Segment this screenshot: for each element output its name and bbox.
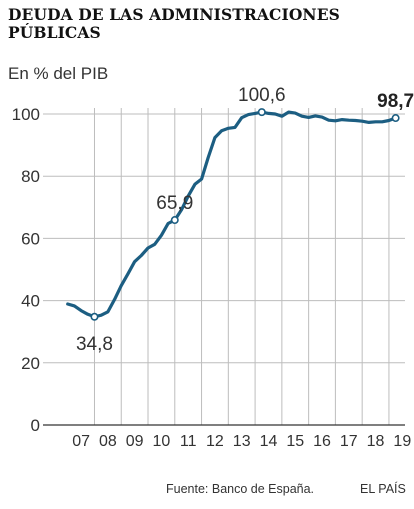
x-tick-label: 18 — [367, 433, 385, 450]
x-tick-label: 14 — [260, 433, 278, 450]
x-tick-label: 09 — [126, 433, 144, 450]
x-tick-label: 10 — [153, 433, 171, 450]
x-tick-label: 12 — [206, 433, 224, 450]
data-label: 98,7 — [377, 91, 414, 112]
x-tick-label: 11 — [180, 433, 197, 450]
y-tick-label: 100 — [12, 105, 40, 124]
source-note: Fuente: Banco de España. — [166, 482, 315, 496]
chart-subtitle: En % del PIB — [8, 64, 109, 83]
y-tick-label: 80 — [21, 167, 40, 186]
data-label: 34,8 — [76, 334, 113, 355]
chart-title: DEUDA DE LAS ADMINISTRACIONES PÚBLICAS — [8, 5, 340, 42]
x-tick-label: 15 — [286, 433, 304, 450]
x-tick-label: 13 — [233, 433, 251, 450]
x-tick-label: 08 — [99, 433, 117, 450]
annotated-point-marker — [391, 114, 400, 123]
x-tick-label: 07 — [72, 433, 90, 450]
x-tick-label: 16 — [313, 433, 331, 450]
annotated-point-marker — [170, 216, 179, 225]
annotated-point-marker — [90, 312, 99, 321]
data-label: 65,9 — [156, 193, 193, 214]
debt-series-line — [66, 110, 398, 319]
x-tick-label: 19 — [393, 433, 411, 450]
publisher-label: EL PAÍS — [360, 482, 406, 496]
y-tick-label: 20 — [21, 354, 40, 373]
data-label: 100,6 — [238, 85, 286, 106]
annotated-point-marker — [257, 108, 266, 117]
y-tick-label: 40 — [21, 292, 40, 311]
y-tick-label: 0 — [31, 416, 40, 435]
x-tick-label: 17 — [340, 433, 358, 450]
y-tick-label: 60 — [21, 229, 40, 248]
